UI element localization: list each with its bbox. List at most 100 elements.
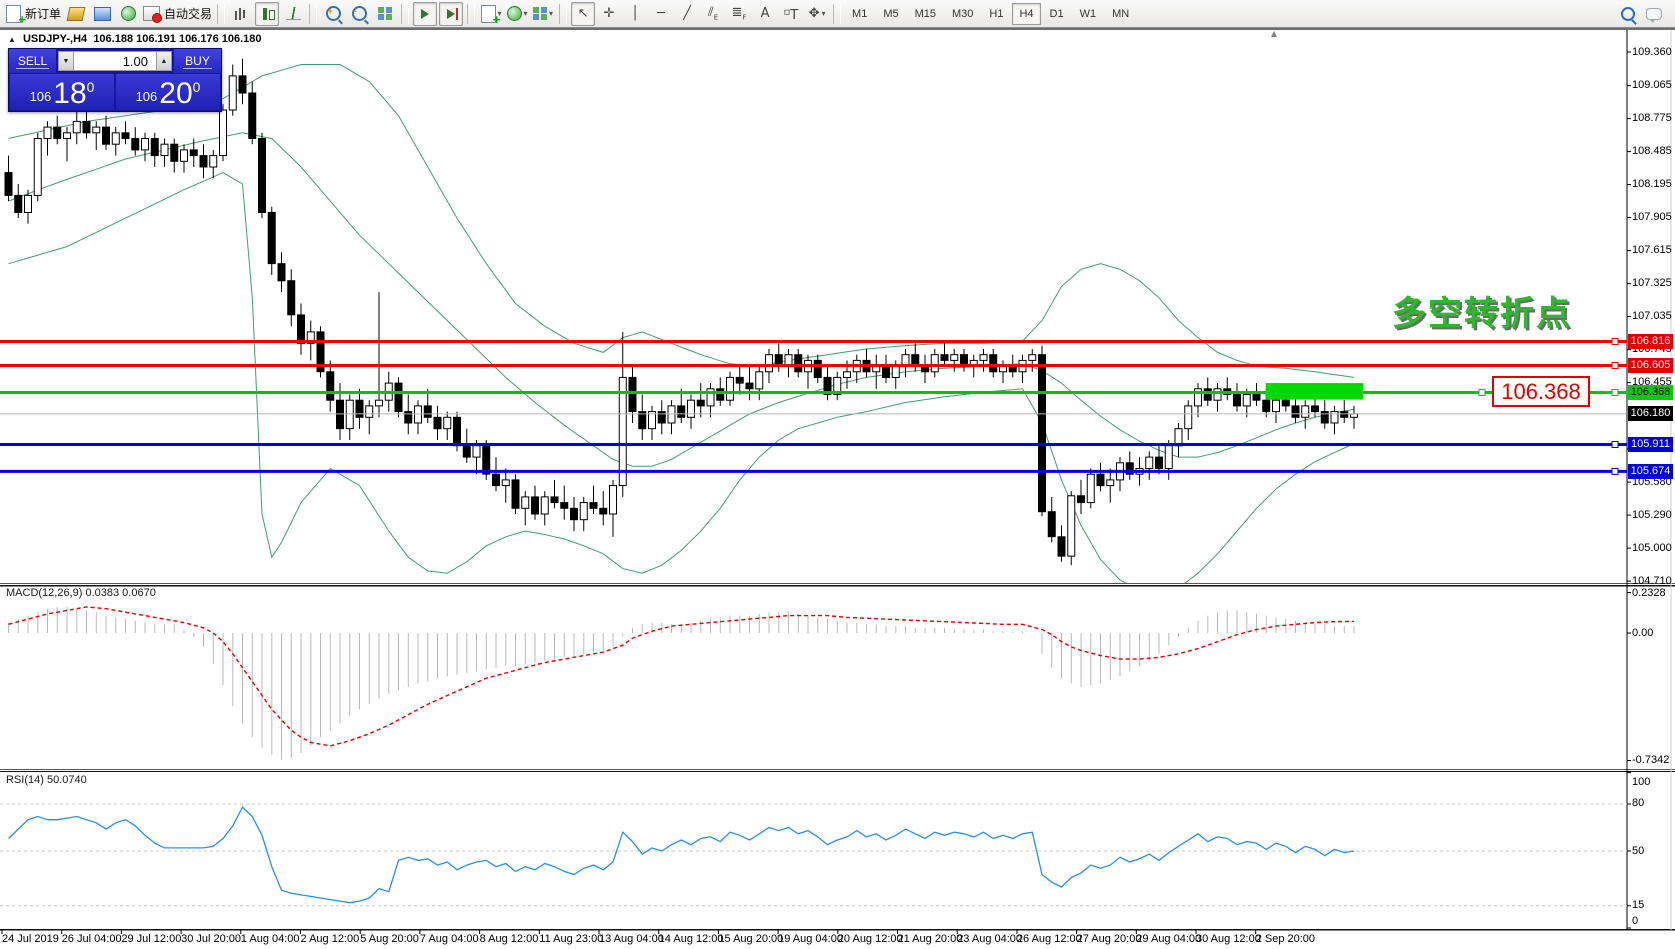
- sell-button[interactable]: SELL: [9, 49, 56, 73]
- chat-button[interactable]: [1642, 2, 1666, 26]
- horizontal-line-tool-button[interactable]: ─: [649, 2, 673, 26]
- auto-scroll-button[interactable]: [413, 1, 438, 26]
- chevron-down-icon: ▾: [821, 9, 826, 18]
- rsi-axis-label: 80: [1632, 797, 1645, 810]
- time-axis-label: 1 Aug 04:00: [240, 933, 300, 945]
- time-axis-label: 14 Aug 12:00: [658, 933, 724, 945]
- cursor-tool-button[interactable]: ↖: [571, 1, 596, 26]
- indicators-icon: [480, 4, 501, 27]
- tile-windows-icon: [378, 7, 393, 20]
- time-axis-label: 5 Aug 20:00: [360, 933, 419, 945]
- price-level-tag[interactable]: 106.368: [1492, 376, 1590, 407]
- volume-decrease-button[interactable]: ▼: [58, 51, 74, 71]
- rsi-axis-label: 50: [1632, 844, 1645, 857]
- toolbar-separator: [401, 3, 410, 24]
- chevron-down-icon: ▾: [549, 9, 554, 18]
- zoom-in-button[interactable]: +: [321, 2, 345, 26]
- chart-shift-icon: [447, 7, 459, 20]
- panel-collapse-icon[interactable]: ▲: [8, 35, 16, 44]
- timeframe-mn-button[interactable]: MN: [1112, 7, 1130, 20]
- time-axis-label: 26 Jul 04:00: [61, 933, 122, 945]
- macd-label: MACD(12,26,9) 0.0383 0.0670: [6, 587, 156, 599]
- crosshair-tool-button[interactable]: ✛: [597, 2, 621, 26]
- text-label-icon: ⸋T: [783, 7, 799, 23]
- toolbar-separator: [309, 3, 318, 24]
- signals-icon: [120, 6, 136, 21]
- price-axis-label: 108.195: [1632, 178, 1672, 191]
- chart-annotation-text[interactable]: 多空转折点: [1392, 295, 1572, 333]
- volume-input[interactable]: [74, 51, 156, 71]
- fibonacci-tool-button[interactable]: ≣F: [727, 2, 751, 26]
- text-tool-button[interactable]: A: [753, 2, 777, 26]
- market-watch-button[interactable]: [90, 2, 114, 26]
- auto-scroll-icon: [421, 8, 430, 19]
- time-axis-label: 29 Aug 04:00: [1136, 933, 1202, 945]
- fibonacci-icon: ≣F: [731, 5, 747, 22]
- line-chart-icon: [285, 7, 301, 20]
- time-axis-label: 13 Aug 04:00: [599, 933, 664, 945]
- window-frame: [0, 28, 1675, 30]
- label-tool-button[interactable]: ⸋T: [779, 2, 803, 26]
- price-axis-label: 107.035: [1632, 310, 1672, 323]
- price-axis-label: 109.360: [1632, 45, 1672, 58]
- periods-button[interactable]: ▾: [505, 2, 529, 26]
- price-line-badge: 106.816: [1628, 333, 1673, 349]
- new-order-button[interactable]: 新订单: [5, 2, 62, 27]
- candlestick-chart-button[interactable]: [255, 1, 280, 26]
- one-click-trading-panel: SELL ▼ ▲ BUY 106 18 0 106 20 0: [8, 48, 222, 112]
- indicators-button[interactable]: ▾: [479, 2, 503, 27]
- signals-button[interactable]: [116, 2, 140, 26]
- macd-axis-label: 0.00: [1632, 626, 1654, 639]
- sell-price-pips: 18: [53, 77, 87, 110]
- arrows-tool-button[interactable]: ✥ ▾: [805, 2, 829, 26]
- buy-price-figure: 106: [135, 89, 158, 104]
- zoom-in-icon: +: [325, 6, 341, 21]
- search-button[interactable]: [1616, 2, 1640, 26]
- template-icon: [533, 7, 548, 20]
- timeframe-m1-button[interactable]: M1: [852, 7, 868, 20]
- buy-price-button[interactable]: 106 20 0: [116, 74, 220, 110]
- trendline-tool-button[interactable]: ╱: [675, 2, 699, 26]
- vertical-line-tool-button[interactable]: │: [623, 2, 647, 26]
- time-axis-label: 20 Aug 12:00: [837, 933, 903, 945]
- price-line-badge: 106.368: [1628, 384, 1673, 400]
- auto-trading-icon: [143, 6, 163, 23]
- time-axis-label: 30 Aug 12:00: [1196, 933, 1261, 945]
- channel-tool-button[interactable]: ⫽E: [701, 2, 725, 26]
- price-axis-label: 105.000: [1632, 541, 1672, 554]
- timeframe-h4-button[interactable]: H4: [1012, 2, 1041, 25]
- symbol-ohlc: 106.188 106.191 106.176 106.180: [93, 33, 262, 45]
- volume-increase-button[interactable]: ▲: [156, 51, 172, 71]
- chat-icon: [1646, 7, 1662, 23]
- time-axis-label: 27 Aug 20:00: [1076, 933, 1142, 945]
- timeframe-m30-button[interactable]: M30: [952, 7, 974, 20]
- candlestick-icon: [260, 7, 276, 21]
- templates-button[interactable]: ▾: [531, 2, 555, 26]
- timeframe-d1-button[interactable]: D1: [1049, 7, 1064, 20]
- rsi-axis-label: 100: [1632, 776, 1651, 788]
- time-axis-label: 19 Aug 04:00: [778, 933, 843, 945]
- timeframe-w1-button[interactable]: W1: [1079, 7, 1097, 20]
- timeframe-m15-button[interactable]: M15: [914, 7, 936, 20]
- chevron-down-icon: ▾: [523, 9, 528, 18]
- buy-button[interactable]: BUY: [174, 49, 221, 73]
- timeframe-h1-button[interactable]: H1: [989, 7, 1004, 20]
- clock-icon: [506, 6, 522, 21]
- price-axis-label: 108.775: [1632, 112, 1672, 125]
- timeframe-m5-button[interactable]: M5: [883, 7, 899, 20]
- price-axis-label: 107.905: [1632, 211, 1672, 224]
- zoom-out-icon: -: [351, 6, 367, 21]
- price-line-badge: 105.674: [1628, 463, 1673, 479]
- bar-chart-button[interactable]: [229, 2, 253, 26]
- macd-axis-label: 0.2328: [1632, 587, 1666, 599]
- zoom-out-button[interactable]: -: [347, 2, 371, 26]
- bar-chart-icon: [234, 7, 249, 20]
- chart-shift-button[interactable]: [439, 1, 464, 26]
- auto-trading-button[interactable]: 自动交易: [142, 2, 213, 26]
- tile-windows-button[interactable]: [373, 2, 397, 26]
- new-order-label: 新订单: [25, 7, 62, 21]
- line-chart-button[interactable]: [281, 2, 305, 26]
- sell-price-button[interactable]: 106 18 0: [10, 74, 114, 110]
